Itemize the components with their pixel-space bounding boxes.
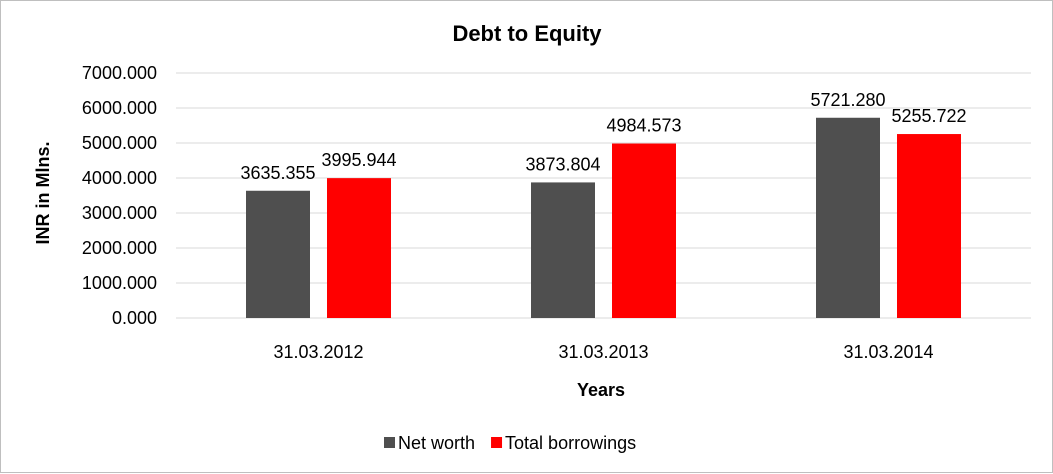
y-tick-label: 4000.000 [82, 168, 157, 188]
data-label: 4984.573 [606, 116, 681, 136]
legend-label: Net worth [398, 433, 475, 453]
bar [897, 134, 961, 318]
gridlines [176, 72, 1031, 319]
y-axis-ticks: 0.000 1000.000 2000.000 3000.000 4000.000 500… [82, 63, 157, 328]
bar [327, 178, 391, 318]
data-label: 3995.944 [321, 150, 396, 170]
x-axis-title: Years [577, 380, 625, 400]
bar [531, 182, 595, 318]
x-tick-label: 31.03.2014 [843, 342, 933, 362]
y-tick-label: 3000.000 [82, 203, 157, 223]
legend-swatch [384, 437, 395, 448]
x-tick-label: 31.03.2012 [273, 342, 363, 362]
data-label: 3635.355 [240, 163, 315, 183]
data-label: 3873.804 [525, 154, 600, 174]
chart-title: Debt to Equity [452, 21, 602, 46]
data-label: 5721.280 [810, 90, 885, 110]
y-tick-label: 0.000 [112, 308, 157, 328]
data-labels: 3635.355 3995.944 3873.804 4984.573 5721.280… [240, 90, 966, 183]
y-tick-label: 5000.000 [82, 133, 157, 153]
data-label: 5255.722 [891, 106, 966, 126]
bars [246, 117, 961, 318]
y-tick-label: 6000.000 [82, 98, 157, 118]
legend-label: Total borrowings [505, 433, 636, 453]
bar [612, 143, 676, 318]
bar [816, 117, 880, 318]
y-tick-label: 2000.000 [82, 238, 157, 258]
y-tick-label: 1000.000 [82, 273, 157, 293]
legend: Net worth Total borrowings [384, 433, 636, 453]
y-tick-label: 7000.000 [82, 63, 157, 83]
x-axis-ticks: 31.03.2012 31.03.2013 31.03.2014 [273, 342, 933, 362]
y-axis-title: INR in Mlns. [33, 142, 53, 245]
legend-swatch [491, 437, 503, 448]
x-tick-label: 31.03.2013 [558, 342, 648, 362]
bar [246, 190, 310, 318]
